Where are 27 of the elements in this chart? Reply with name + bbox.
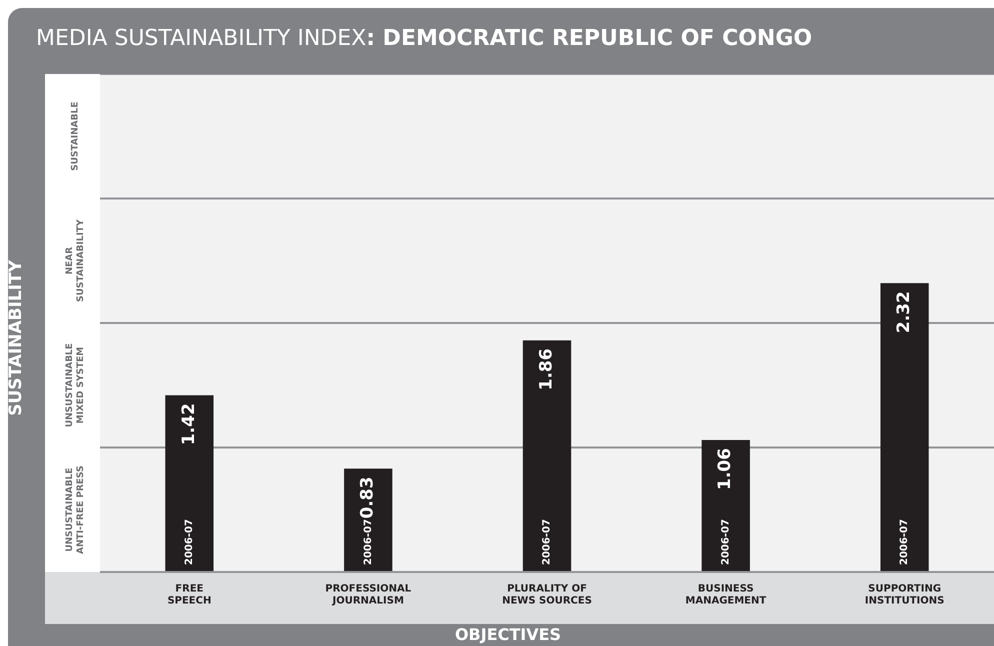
band-label: SUSTAINABLE <box>70 102 80 171</box>
band-label: UNSUSTAINABLE ANTI-FREE PRESS <box>64 466 86 554</box>
text: 2006-07 <box>720 519 732 565</box>
x-tick-label: PLURALITY OF NEWS SOURCES <box>502 584 592 607</box>
data-label: 2.32 <box>894 291 914 334</box>
bar <box>522 340 572 571</box>
text: 2006-07 <box>542 519 553 565</box>
x-tick-label: BUSINESS MANAGEMENT <box>685 584 766 607</box>
data-label: 1.86 <box>536 348 556 390</box>
data-label: 1.42 <box>178 403 199 446</box>
band-label: UNSUSTAINABLE MIXED SYSTEM <box>64 343 86 428</box>
data-label: 0.83 <box>358 476 378 519</box>
chart-title: MEDIA SUSTAINABILITY INDEX: DEMOCRATIC REPUBLIC OF CONGO <box>36 26 812 51</box>
x-tick-label: SUPPORTING INSTITUTIONS <box>864 584 944 607</box>
band-label: NEAR SUSTAINABILITY <box>64 219 86 302</box>
y-axis-title: SUSTAINABILITY <box>6 260 26 416</box>
series-label: 2006-07 <box>184 519 195 565</box>
bar <box>344 468 392 571</box>
text: 2006-07 <box>899 519 910 565</box>
bar <box>702 440 750 571</box>
data-label: 1.06 <box>715 448 736 490</box>
text: 2006-07 <box>362 519 374 565</box>
bar <box>880 283 929 571</box>
x-tick-label: FREE SPEECH <box>167 584 212 607</box>
bar <box>165 395 214 571</box>
x-axis-title: OBJECTIVES <box>454 625 562 644</box>
x-tick-label: PROFESSIONAL JOURNALISM <box>325 584 412 607</box>
